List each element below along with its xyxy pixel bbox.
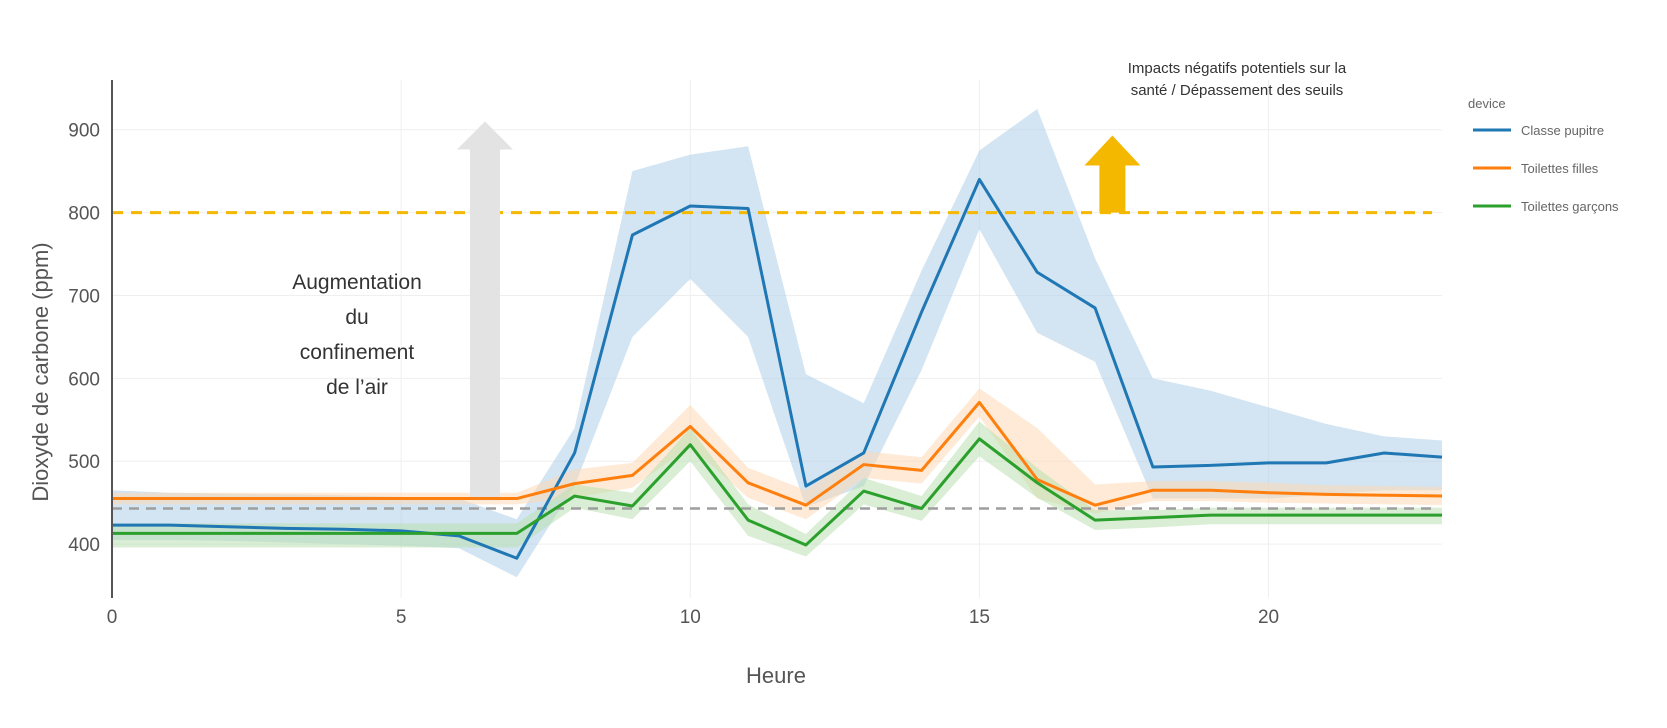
- legend-label-2: Toilettes garçons: [1521, 199, 1619, 214]
- y-tick-label-400: 400: [68, 535, 100, 556]
- x-tick-label-10: 10: [680, 607, 701, 628]
- band-series-2: [112, 421, 1442, 557]
- confinement-annotation: Augmentation du confinement de l’air: [292, 271, 422, 399]
- x-tick-label-15: 15: [969, 607, 990, 628]
- health-annotation: Impacts négatifs potentiels sur la santé…: [1128, 60, 1347, 99]
- health-line-2: santé / Dépassement des seuils: [1131, 82, 1344, 99]
- confinement-line-3: confinement: [300, 341, 415, 364]
- grey-up-arrow: [456, 121, 513, 501]
- confinement-line-4: de l’air: [326, 376, 388, 399]
- legend: device Classe pupitre Toilettes filles Toi…: [1468, 96, 1619, 214]
- x-tick-label-20: 20: [1258, 607, 1279, 628]
- y-tick-label-500: 500: [68, 452, 100, 473]
- series-lines: [112, 177, 1443, 560]
- y-tick-label-700: 700: [68, 286, 100, 307]
- x-tick-label-0: 0: [107, 607, 118, 628]
- series-line-2: [112, 437, 1442, 547]
- legend-title: device: [1468, 96, 1506, 111]
- reference-lines: [112, 211, 1432, 510]
- y-tick-label-900: 900: [68, 121, 100, 142]
- yellow-up-arrow: [1084, 135, 1141, 213]
- y-axis-title: Dioxyde de carbone (ppm): [28, 242, 53, 501]
- health-line-1: Impacts négatifs potentiels sur la: [1128, 60, 1347, 77]
- confinement-line-2: du: [345, 306, 368, 329]
- x-axis-title: Heure: [746, 663, 806, 688]
- y-tick-label-600: 600: [68, 369, 100, 390]
- band-series-1: [112, 388, 1442, 520]
- legend-label-0: Classe pupitre: [1521, 123, 1604, 138]
- legend-label-1: Toilettes filles: [1521, 161, 1599, 176]
- tick-labels: 400 500 600 700 800 900 0 5 10 15 20: [68, 121, 1279, 628]
- x-tick-label-5: 5: [396, 607, 407, 628]
- annotation-arrows: [456, 121, 1141, 501]
- confinement-line-1: Augmentation: [292, 271, 422, 294]
- y-tick-label-800: 800: [68, 204, 100, 225]
- series-line-1: [112, 400, 1443, 507]
- series-line-0: [112, 177, 1443, 560]
